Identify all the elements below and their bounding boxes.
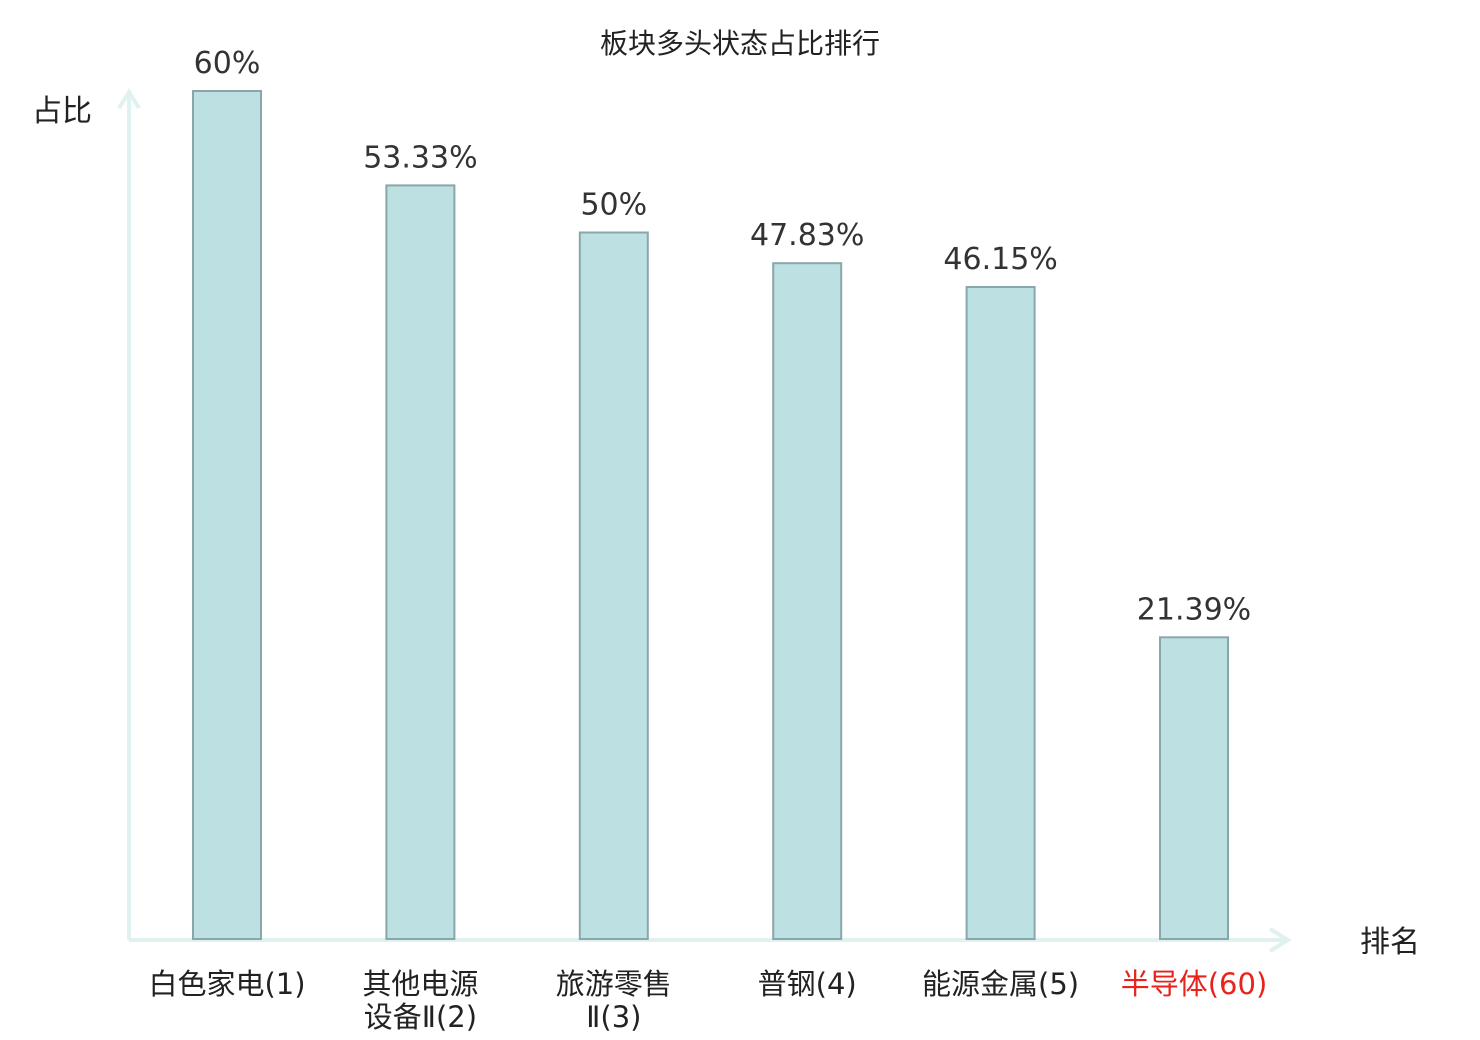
category-label: 旅游零售 — [556, 967, 672, 1001]
bar — [385, 184, 456, 940]
category-name: 半导体 — [1121, 967, 1208, 1001]
bar — [772, 262, 843, 940]
category-name: 白色家电 — [148, 967, 264, 1001]
chart-title: 板块多头状态占比排行 — [600, 27, 880, 60]
y-axis-label: 占比 — [32, 94, 92, 129]
x-axis-arrow-icon — [1268, 927, 1292, 953]
category-rank: (3) — [600, 1000, 641, 1034]
bar-value-label: 50% — [580, 188, 647, 223]
bar — [1159, 636, 1229, 940]
category-label: 普钢(4) — [758, 967, 857, 1001]
bar-value-label: 47.83% — [750, 218, 864, 253]
category-label: 其他电源 — [362, 967, 478, 1001]
category-label: 能源金属(5) — [922, 967, 1079, 1001]
category-name: 其他电源 — [362, 967, 478, 1001]
category-rank: (2) — [436, 1000, 477, 1034]
category-label: Ⅱ(3) — [586, 1000, 641, 1034]
bar — [192, 90, 262, 940]
category-label: 白色家电(1) — [148, 967, 305, 1001]
bar-value-label: 53.33% — [363, 140, 477, 175]
bar — [965, 286, 1036, 940]
bar-value-label: 60% — [194, 46, 261, 81]
category-name: 旅游零售 — [556, 967, 672, 1001]
category-rank: (4) — [816, 967, 857, 1001]
category-name: 普钢 — [758, 967, 816, 1001]
category-label: 半导体(60) — [1121, 967, 1268, 1001]
category-name: Ⅱ — [586, 1000, 600, 1034]
category-rank: (1) — [264, 967, 305, 1001]
category-rank: (60) — [1208, 967, 1268, 1001]
bar-value-label: 46.15% — [943, 242, 1057, 277]
category-rank: (5) — [1038, 967, 1079, 1001]
category-name: 能源金属 — [922, 967, 1038, 1001]
category-label: 设备Ⅱ(2) — [364, 1000, 477, 1034]
y-axis-arrow-icon — [117, 88, 141, 110]
bar — [578, 231, 649, 940]
x-axis-label: 排名 — [1360, 925, 1420, 960]
category-name: 设备Ⅱ — [364, 1000, 436, 1034]
bar-value-label: 21.39% — [1137, 592, 1251, 627]
